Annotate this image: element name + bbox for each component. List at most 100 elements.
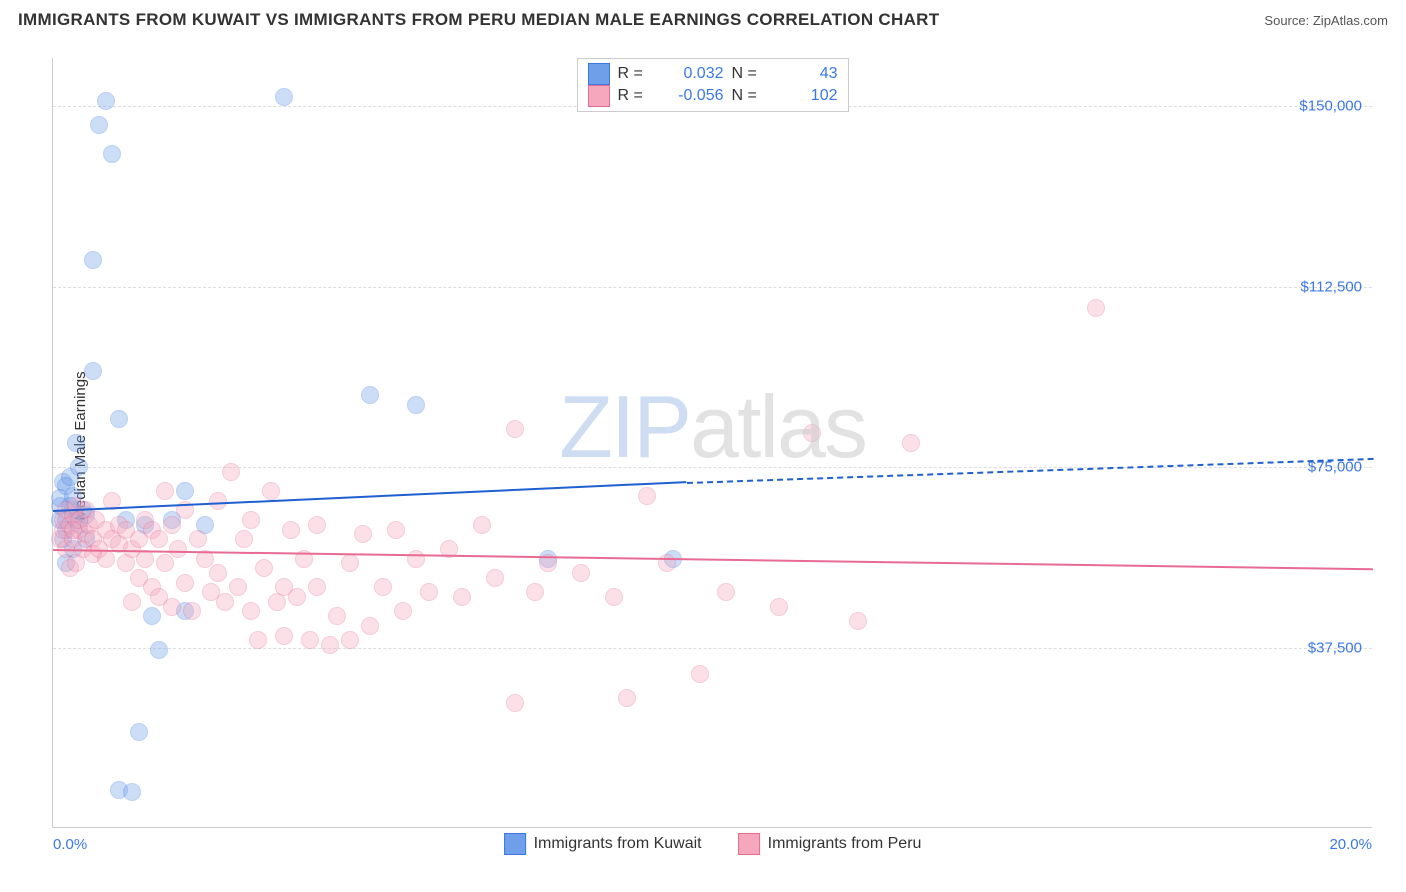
data-point-peru	[618, 689, 636, 707]
data-point-peru	[572, 564, 590, 582]
data-point-peru	[605, 588, 623, 606]
grid-line	[53, 467, 1372, 468]
data-point-kuwait	[70, 458, 88, 476]
data-point-peru	[235, 530, 253, 548]
data-point-peru	[288, 588, 306, 606]
data-point-peru	[354, 525, 372, 543]
watermark-zip: ZIP	[559, 377, 690, 476]
swatch-peru	[588, 85, 610, 107]
data-point-peru	[163, 598, 181, 616]
data-point-peru	[321, 636, 339, 654]
scatter-plot: ZIPatlas R = 0.032 N = 43 R = -0.056 N =…	[52, 58, 1372, 828]
swatch-kuwait	[588, 63, 610, 85]
data-point-peru	[209, 492, 227, 510]
data-point-peru	[717, 583, 735, 601]
data-point-peru	[420, 583, 438, 601]
data-point-peru	[341, 631, 359, 649]
data-point-peru	[902, 434, 920, 452]
data-point-peru	[526, 583, 544, 601]
r-label: R =	[618, 65, 652, 83]
data-point-peru	[249, 631, 267, 649]
data-point-peru	[506, 420, 524, 438]
data-point-peru	[255, 559, 273, 577]
grid-line	[53, 648, 1372, 649]
data-point-kuwait	[130, 723, 148, 741]
data-point-peru	[189, 530, 207, 548]
data-point-kuwait	[143, 607, 161, 625]
data-point-peru	[176, 574, 194, 592]
legend-row-peru: R = -0.056 N = 102	[588, 85, 838, 107]
data-point-peru	[473, 516, 491, 534]
grid-line	[53, 287, 1372, 288]
data-point-peru	[849, 612, 867, 630]
data-point-peru	[229, 578, 247, 596]
data-point-peru	[308, 516, 326, 534]
correlation-legend: R = 0.032 N = 43 R = -0.056 N = 102	[577, 58, 849, 112]
data-point-kuwait	[123, 783, 141, 801]
chart-title: IMMIGRANTS FROM KUWAIT VS IMMIGRANTS FRO…	[18, 10, 939, 30]
data-point-peru	[216, 593, 234, 611]
n-label: N =	[732, 65, 766, 83]
data-point-kuwait	[150, 641, 168, 659]
data-point-kuwait	[275, 88, 293, 106]
data-point-peru	[163, 516, 181, 534]
series-legend: Immigrants from Kuwait Immigrants from P…	[504, 833, 922, 855]
data-point-peru	[341, 554, 359, 572]
data-point-peru	[222, 463, 240, 481]
trendline-dashed-kuwait	[687, 457, 1373, 483]
source-attribution: Source: ZipAtlas.com	[1264, 13, 1388, 28]
data-point-peru	[242, 511, 260, 529]
data-point-peru	[150, 530, 168, 548]
data-point-kuwait	[67, 434, 85, 452]
x-tick-label: 20.0%	[1329, 836, 1372, 853]
data-point-peru	[387, 521, 405, 539]
data-point-peru	[453, 588, 471, 606]
r-label: R =	[618, 87, 652, 105]
legend-item-peru: Immigrants from Peru	[738, 833, 922, 855]
data-point-kuwait	[110, 410, 128, 428]
trendline-peru	[53, 549, 1373, 570]
legend-item-kuwait: Immigrants from Kuwait	[504, 833, 702, 855]
data-point-peru	[209, 564, 227, 582]
data-point-kuwait	[103, 145, 121, 163]
data-point-peru	[97, 550, 115, 568]
data-point-kuwait	[84, 362, 102, 380]
data-point-kuwait	[84, 251, 102, 269]
data-point-peru	[394, 602, 412, 620]
data-point-peru	[308, 578, 326, 596]
watermark: ZIPatlas	[559, 376, 866, 478]
data-point-kuwait	[97, 92, 115, 110]
legend-label-kuwait: Immigrants from Kuwait	[534, 835, 702, 853]
data-point-peru	[486, 569, 504, 587]
data-point-peru	[374, 578, 392, 596]
n-label: N =	[732, 87, 766, 105]
data-point-peru	[803, 424, 821, 442]
y-tick-label: $150,000	[1299, 98, 1362, 115]
data-point-peru	[506, 694, 524, 712]
legend-label-peru: Immigrants from Peru	[768, 835, 922, 853]
data-point-kuwait	[407, 396, 425, 414]
data-point-peru	[1087, 299, 1105, 317]
data-point-peru	[123, 593, 141, 611]
data-point-peru	[275, 627, 293, 645]
data-point-peru	[242, 602, 260, 620]
r-value-peru: -0.056	[660, 87, 724, 105]
data-point-peru	[64, 521, 82, 539]
x-tick-label: 0.0%	[53, 836, 87, 853]
y-tick-label: $112,500	[1301, 278, 1362, 295]
data-point-peru	[262, 482, 280, 500]
swatch-peru	[738, 833, 760, 855]
n-value-kuwait: 43	[774, 65, 838, 83]
data-point-peru	[156, 554, 174, 572]
y-tick-label: $37,500	[1308, 639, 1362, 656]
data-point-kuwait	[176, 482, 194, 500]
watermark-atlas: atlas	[690, 377, 866, 476]
data-point-peru	[361, 617, 379, 635]
data-point-peru	[183, 602, 201, 620]
swatch-kuwait	[504, 833, 526, 855]
source-name: ZipAtlas.com	[1313, 13, 1388, 28]
n-value-peru: 102	[774, 87, 838, 105]
data-point-peru	[169, 540, 187, 558]
data-point-kuwait	[361, 386, 379, 404]
data-point-peru	[407, 550, 425, 568]
